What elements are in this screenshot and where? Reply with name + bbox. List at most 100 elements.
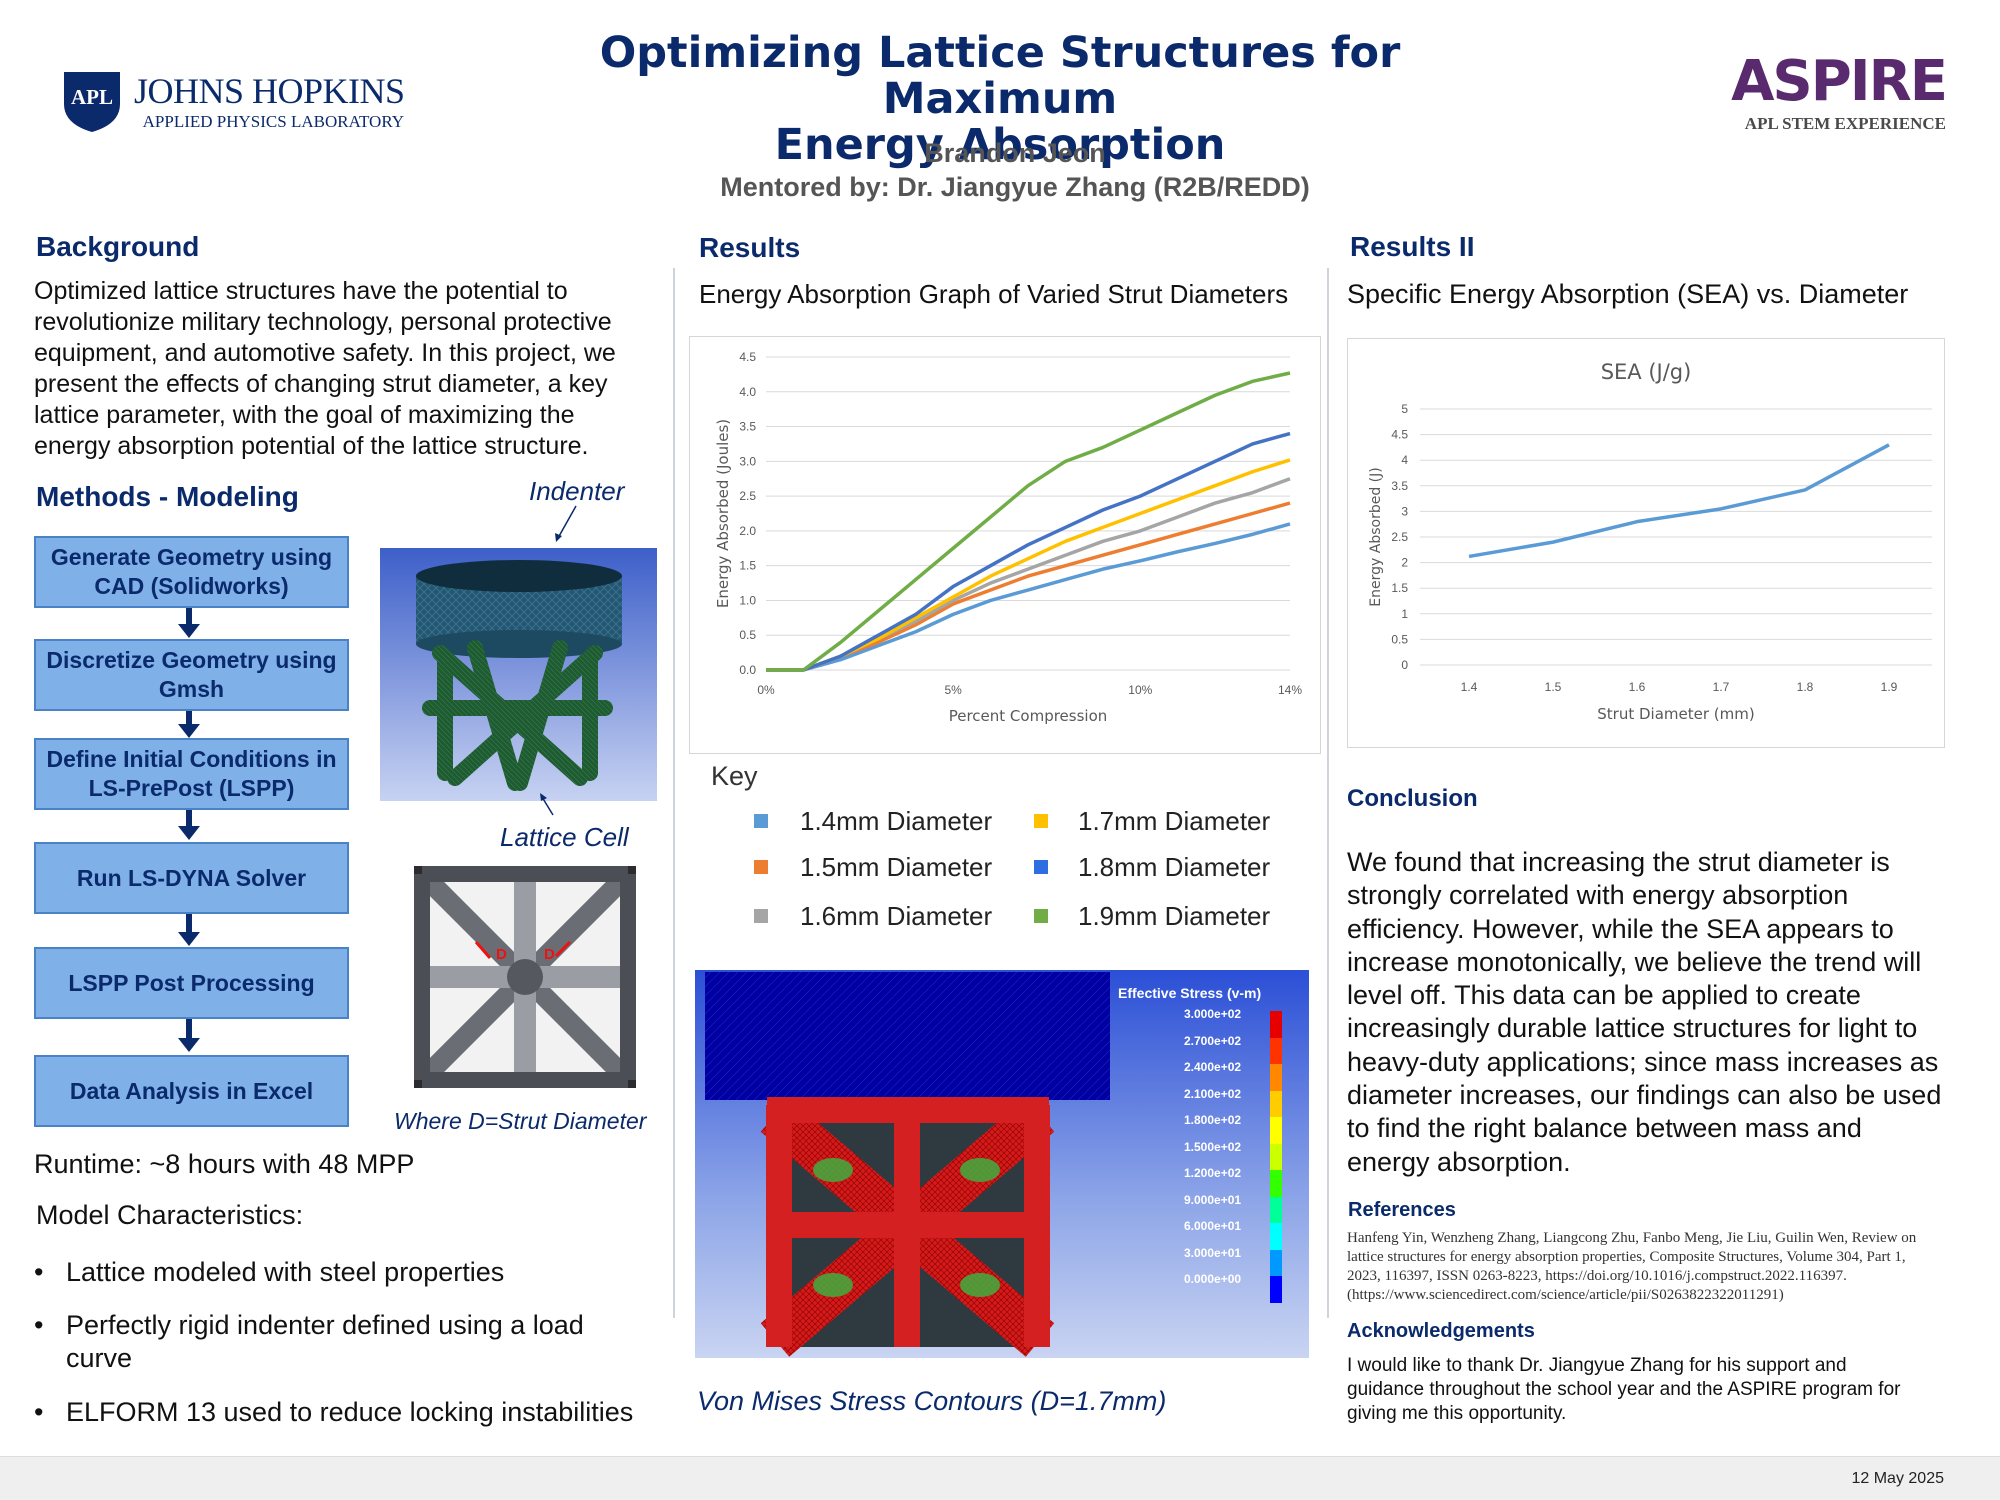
- apl-shield-icon: [64, 72, 120, 132]
- stress-legend-row: 2.700e+02: [1118, 1034, 1308, 1064]
- references-heading: References: [1348, 1199, 1456, 1221]
- y-tick-label: 2: [1401, 556, 1408, 570]
- key-label-1-5mm: 1.5mm Diameter: [800, 852, 993, 882]
- stress-legend-row: 3.000e+02: [1118, 1007, 1308, 1038]
- stress-legend-value: 3.000e+01: [1184, 1245, 1242, 1260]
- lattice-pointer-icon: [540, 793, 554, 816]
- conclusion-line: level off. This data can be applied to c…: [1347, 980, 1861, 1011]
- indenter-label: Indenter: [529, 476, 625, 506]
- y-tick-label: 2.5: [739, 489, 756, 503]
- y-tick-label: 0: [1401, 658, 1408, 672]
- reference-line: lattice structures for energy absorption…: [1347, 1249, 1906, 1265]
- key-swatch-1-4mm: [754, 814, 768, 828]
- indenter-pointer-icon: [555, 505, 577, 542]
- stress-legend-swatch: [1270, 1196, 1282, 1223]
- energy-graph-title: Energy Absorption Graph of Varied Strut …: [699, 279, 1289, 309]
- stress-legend-swatch: [1270, 1037, 1282, 1064]
- mentor-name: Mentored by: Dr. Jiangyue Zhang (R2B/RED…: [720, 172, 1310, 202]
- key-label-1-9mm: 1.9mm Diameter: [1078, 901, 1271, 931]
- y-tick-label: 3: [1401, 504, 1408, 518]
- poster-title: Optimizing Lattice Structures for Maximu…: [480, 30, 1520, 168]
- jhu-apl-logo: APL JOHNS HOPKINS APPLIED PHYSICS LABORA…: [62, 68, 412, 138]
- x-axis-label: Percent Compression: [949, 707, 1108, 725]
- stress-legend-value: 1.200e+02: [1184, 1166, 1242, 1180]
- background-line: equipment, and automotive safety. In thi…: [34, 339, 616, 367]
- flow-step-post-processing: LSPP Post Processing: [34, 947, 349, 1019]
- footer-bar: 12 May 2025: [0, 1456, 2000, 1500]
- flow-step-initial-conditions: Define Initial Conditions in LS-PrePost …: [34, 738, 349, 810]
- strut-diameter-caption: Where D=Strut Diameter: [394, 1108, 647, 1134]
- y-tick-label: 3.0: [739, 454, 756, 468]
- key-swatch-1-6mm: [754, 909, 768, 923]
- conclusion-line: increasingly durable lattice structures …: [1347, 1013, 1918, 1044]
- x-tick-label: 14%: [1278, 683, 1302, 697]
- model-characteristics-heading: Model Characteristics:: [36, 1200, 304, 1230]
- background-line: energy absorption potential of the latti…: [34, 432, 589, 460]
- apl-shield-text: APL: [71, 85, 113, 109]
- sea-chart-title: SEA (J/g): [1601, 360, 1692, 384]
- indenter-lattice-render: [380, 548, 657, 801]
- stress-legend-row: 1.500e+02: [1118, 1140, 1308, 1170]
- conclusion-line: to find the right balance between mass a…: [1347, 1113, 1862, 1144]
- stress-legend-swatch: [1270, 1117, 1282, 1144]
- stress-contour-render: [695, 970, 1309, 1358]
- flow-arrow: [178, 711, 200, 738]
- x-tick-label: 1.8: [1797, 680, 1814, 694]
- methods-heading: Methods - Modeling: [36, 481, 299, 512]
- bullet-item: • Perfectly rigid indenter defined using…: [34, 1309, 674, 1375]
- background-heading: Background: [36, 231, 200, 262]
- sea-graph-title: Specific Energy Absorption (SEA) vs. Dia…: [1347, 279, 1909, 309]
- column-divider-right: [1327, 268, 1329, 1318]
- conclusion-line: diameter increases, our findings can als…: [1347, 1080, 1942, 1111]
- y-axis-label: Energy Absorbed (J): [1368, 467, 1384, 606]
- flow-step-discretize: Discretize Geometry using Gmsh: [34, 639, 349, 711]
- stress-legend-swatch: [1270, 1090, 1282, 1117]
- sea-chart: SEA (J/g) 0 0.5 1 1.5 2 2.5 3 3.5 4 4.5 5 1.4 1.5 1.6 1…: [1347, 338, 1945, 748]
- y-tick-label: 3.5: [1391, 479, 1408, 493]
- bullet-text: Lattice modeled with steel properties: [66, 1257, 505, 1287]
- y-tick-label: 2.5: [1391, 530, 1408, 544]
- runtime-text: Runtime: ~8 hours with 48 MPP: [34, 1149, 415, 1179]
- conclusion-line: We found that increasing the strut diame…: [1347, 847, 1890, 877]
- stress-legend-row: 2.100e+02: [1118, 1087, 1308, 1117]
- results-heading: Results: [699, 232, 801, 263]
- sea-series-line: [1468, 443, 1890, 559]
- author-block: Brandon Jeon Mentored by: Dr. Jiangyue Z…: [600, 136, 1430, 204]
- stress-legend-swatch: [1270, 1143, 1282, 1170]
- stress-legend: Effective Stress (v-m) 3.000e+02 2.700e+0…: [1118, 985, 1308, 1305]
- acknowledgement-line: guidance throughout the school year and …: [1347, 1379, 1901, 1400]
- series-line: [766, 501, 1291, 672]
- apl-wordmark: APPLIED PHYSICS LABORATORY: [142, 112, 404, 131]
- stress-legend-row: 2.400e+02: [1118, 1060, 1308, 1091]
- stress-legend-row: 0.000e+00: [1118, 1272, 1308, 1303]
- x-tick-label: 5%: [944, 683, 962, 697]
- bullet-item: • Lattice modeled with steel properties: [34, 1256, 674, 1289]
- reference-line: Hanfeng Yin, Wenzheng Zhang, Liangcong Z…: [1347, 1230, 1917, 1246]
- y-tick-label: 1.5: [739, 559, 756, 573]
- y-tick-label: 1.5: [1391, 581, 1408, 595]
- acknowledgement-line: I would like to thank Dr. Jiangyue Zhang…: [1347, 1355, 1847, 1376]
- acknowledgements-text: I would like to thank Dr. Jiangyue Zhang…: [1347, 1354, 1987, 1426]
- energy-absorption-chart: 0.0 0.5 1.0 1.5 2.0 2.5 3.0 3.5 4.0 4.5 0% 5% 10% 14%…: [689, 336, 1321, 754]
- stress-legend-value: 0.000e+00: [1184, 1272, 1242, 1286]
- stress-legend-value: 2.700e+02: [1184, 1033, 1242, 1048]
- stress-legend-row: 3.000e+01: [1118, 1246, 1308, 1276]
- stress-legend-title: Effective Stress (v-m): [1118, 985, 1262, 1001]
- flow-arrow: [178, 810, 200, 840]
- key-label-1-6mm: 1.6mm Diameter: [800, 901, 993, 931]
- background-text: Optimized lattice structures have the po…: [34, 276, 674, 462]
- stress-legend-value: 9.000e+01: [1184, 1192, 1242, 1207]
- aspire-wordmark: ASPIRE: [1731, 49, 1948, 114]
- y-tick-label: 4.0: [739, 385, 756, 399]
- y-tick-label: 4.5: [739, 350, 756, 364]
- conclusion-line: heavy-duty applications; since mass incr…: [1347, 1046, 1939, 1077]
- y-tick-label: 3.5: [739, 420, 756, 434]
- background-line: lattice parameter, with the goal of maxi…: [34, 401, 575, 429]
- conclusion-heading: Conclusion: [1347, 785, 1478, 812]
- key-swatch-1-5mm: [754, 860, 768, 874]
- bullet-item: • ELFORM 13 used to reduce locking insta…: [34, 1396, 674, 1429]
- stress-legend-row: 1.200e+02: [1118, 1166, 1308, 1197]
- y-tick-label: 5: [1401, 402, 1408, 416]
- x-tick-label: 1.6: [1629, 680, 1646, 694]
- stress-legend-swatch: [1270, 1170, 1282, 1197]
